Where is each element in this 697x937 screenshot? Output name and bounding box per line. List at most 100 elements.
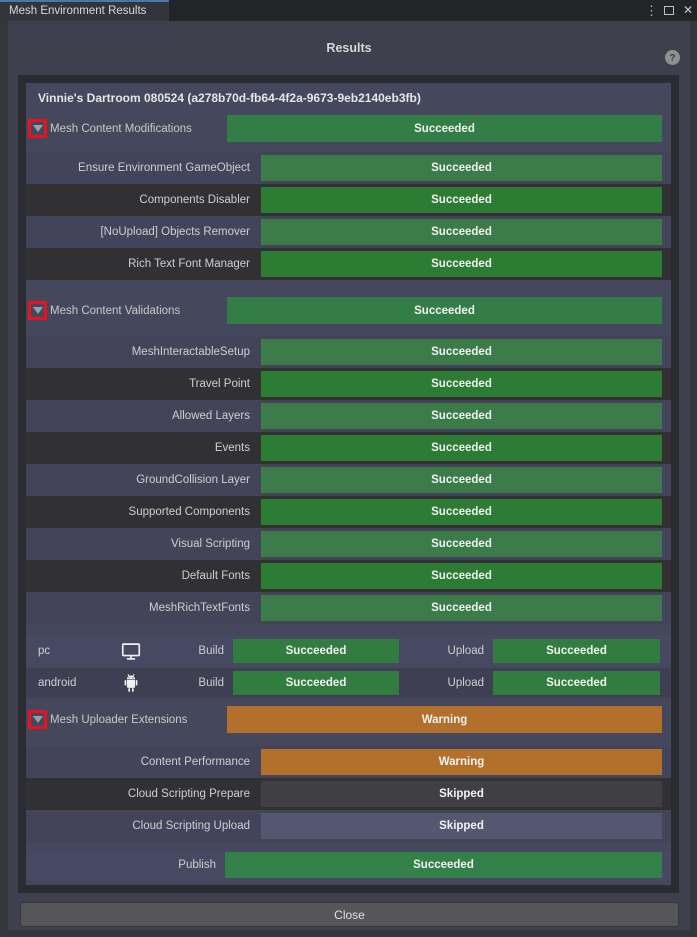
status-badge: Succeeded xyxy=(261,435,662,461)
result-row: Events Succeeded xyxy=(26,432,671,464)
results-content-box: Vinnie's Dartroom 080524 (a278b70d-fb64-… xyxy=(18,75,679,893)
result-row-label: Travel Point xyxy=(189,378,250,390)
android-icon xyxy=(118,671,144,695)
build-status-badge: Succeeded xyxy=(233,639,399,663)
result-row: Rich Text Font Manager Succeeded xyxy=(26,248,671,280)
result-row-label: Components Disabler xyxy=(139,194,250,206)
row-gap xyxy=(26,142,671,152)
result-row-label: Supported Components xyxy=(128,506,250,518)
platform-name: pc xyxy=(38,645,51,657)
section-row: Mesh Uploader Extensions Warning xyxy=(26,706,671,733)
monitor-icon xyxy=(118,639,144,663)
status-badge: Succeeded xyxy=(261,467,662,493)
status-badge: Succeeded xyxy=(261,403,662,429)
environment-title: Vinnie's Dartroom 080524 (a278b70d-fb64-… xyxy=(38,91,421,105)
tab-mesh-environment-results[interactable]: Mesh Environment Results xyxy=(0,0,169,21)
result-row: Visual Scripting Succeeded xyxy=(26,528,671,560)
row-gap xyxy=(26,624,671,636)
close-window-icon[interactable]: ✕ xyxy=(682,3,693,17)
result-row-label: Cloud Scripting Upload xyxy=(132,820,250,832)
publish-row: Publish Succeeded xyxy=(26,850,671,880)
row-gap xyxy=(26,280,671,297)
result-row: MeshRichTextFonts Succeeded xyxy=(26,592,671,624)
status-badge: Succeeded xyxy=(227,297,662,324)
build-label: Build xyxy=(198,645,224,657)
status-badge: Succeeded xyxy=(261,219,662,245)
result-row: Travel Point Succeeded xyxy=(26,368,671,400)
upload-label: Upload xyxy=(447,645,484,657)
help-icon[interactable]: ? xyxy=(665,50,680,65)
result-row: [NoUpload] Objects Remover Succeeded xyxy=(26,216,671,248)
result-row-label: GroundCollision Layer xyxy=(136,474,250,486)
status-badge: Succeeded xyxy=(261,155,662,181)
result-row-label: MeshRichTextFonts xyxy=(149,602,250,614)
section-row: Mesh Content Modifications Succeeded xyxy=(26,115,671,142)
status-badge: Skipped xyxy=(261,813,662,839)
result-row-label: Ensure Environment GameObject xyxy=(78,162,250,174)
upload-label: Upload xyxy=(447,677,484,689)
status-badge: Succeeded xyxy=(261,595,662,621)
result-row: Allowed Layers Succeeded xyxy=(26,400,671,432)
upload-status-badge: Succeeded xyxy=(493,671,660,695)
result-row-label: Rich Text Font Manager xyxy=(128,258,250,270)
build-status-badge: Succeeded xyxy=(233,671,399,695)
result-row: GroundCollision Layer Succeeded xyxy=(26,464,671,496)
annotation-red-box xyxy=(28,119,47,138)
foldout-arrow-icon[interactable] xyxy=(32,716,43,723)
platform-row-pc: pc Build Succeeded Upload Succeeded xyxy=(26,636,671,666)
status-badge: Succeeded xyxy=(261,251,662,277)
status-badge: Warning xyxy=(261,749,662,775)
result-row: Supported Components Succeeded xyxy=(26,496,671,528)
status-badge: Warning xyxy=(227,706,662,733)
annotation-red-box xyxy=(28,710,47,729)
status-badge: Succeeded xyxy=(261,531,662,557)
results-header: Results ? xyxy=(8,21,690,75)
close-button[interactable]: Close xyxy=(20,902,679,927)
platform-row-android: android Build Succeeded Upload Succeeded xyxy=(26,668,671,698)
status-badge: Succeeded xyxy=(261,339,662,365)
status-badge: Succeeded xyxy=(261,499,662,525)
result-row-label: Cloud Scripting Prepare xyxy=(127,788,250,800)
section-label: Mesh Content Validations xyxy=(50,304,181,317)
row-gap xyxy=(26,733,671,746)
result-row: Cloud Scripting Prepare Skipped xyxy=(26,778,671,810)
result-row: Components Disabler Succeeded xyxy=(26,184,671,216)
status-badge: Succeeded xyxy=(261,563,662,589)
section-label: Mesh Content Modifications xyxy=(50,122,192,135)
status-badge: Succeeded xyxy=(261,187,662,213)
results-header-title: Results xyxy=(326,41,372,55)
results-panel: Results ? Vinnie's Dartroom 080524 (a278… xyxy=(8,21,690,930)
result-row: Default Fonts Succeeded xyxy=(26,560,671,592)
foldout-arrow-icon[interactable] xyxy=(32,125,43,132)
result-row-label: MeshInteractableSetup xyxy=(131,346,250,358)
row-gap xyxy=(26,842,671,850)
result-row-label: Visual Scripting xyxy=(170,538,250,550)
status-badge: Succeeded xyxy=(261,371,662,397)
publish-status-badge: Succeeded xyxy=(225,852,662,878)
platform-name: android xyxy=(38,677,77,689)
window-titlebar: Mesh Environment Results ⋮ ✕ xyxy=(0,0,697,21)
result-row: Content Performance Warning xyxy=(26,746,671,778)
result-row: Ensure Environment GameObject Succeeded xyxy=(26,152,671,184)
section-row: Mesh Content Validations Succeeded xyxy=(26,297,671,324)
result-row-label: Allowed Layers xyxy=(172,410,250,422)
result-row-label: Content Performance xyxy=(140,756,250,768)
result-row: MeshInteractableSetup Succeeded xyxy=(26,336,671,368)
foldout-arrow-icon[interactable] xyxy=(32,307,43,314)
titlebar-controls: ⋮ ✕ xyxy=(645,0,693,21)
row-gap xyxy=(26,698,671,706)
result-row-label: Events xyxy=(214,442,250,454)
publish-label: Publish xyxy=(178,859,216,871)
status-badge: Skipped xyxy=(261,781,662,807)
result-row-label: Default Fonts xyxy=(181,570,250,582)
kebab-menu-icon[interactable]: ⋮ xyxy=(644,3,658,18)
results-rows: Vinnie's Dartroom 080524 (a278b70d-fb64-… xyxy=(26,83,671,885)
result-row: Cloud Scripting Upload Skipped xyxy=(26,810,671,842)
upload-status-badge: Succeeded xyxy=(493,639,660,663)
status-badge: Succeeded xyxy=(227,115,662,142)
result-row-label: [NoUpload] Objects Remover xyxy=(100,226,250,238)
section-label: Mesh Uploader Extensions xyxy=(50,713,188,726)
annotation-red-box xyxy=(28,301,47,320)
row-gap xyxy=(26,324,671,336)
maximize-icon[interactable] xyxy=(663,6,674,15)
